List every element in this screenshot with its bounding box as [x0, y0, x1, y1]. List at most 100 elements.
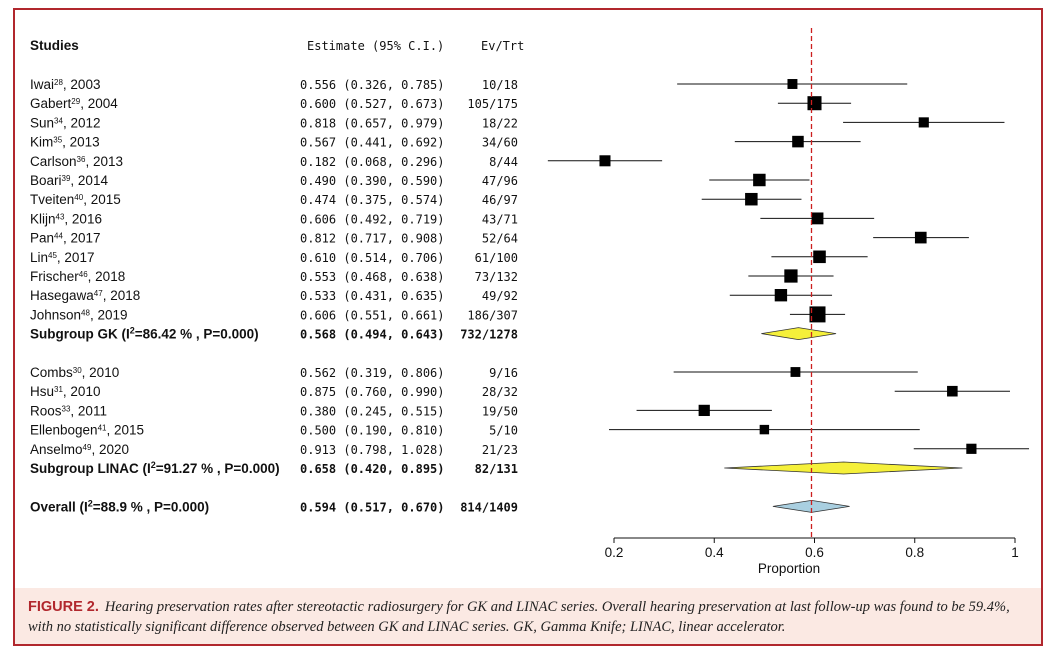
study-label: Hasegawa47, 2018 [30, 288, 140, 303]
study-label: Pan44, 2017 [30, 231, 100, 246]
point-estimate-marker [784, 269, 798, 283]
study-label: Combs30, 2010 [30, 365, 119, 380]
subgroup-label: Subgroup GK (I2=86.42 % , P=0.000) [30, 326, 259, 342]
ev-trt-text: 10/18 [482, 78, 518, 92]
ev-trt-text: 34/60 [482, 136, 518, 150]
study-label: Lin45, 2017 [30, 250, 94, 265]
study-label: Iwai28, 2003 [30, 77, 100, 92]
subgroup-label: Overall (I2=88.9 % , P=0.000) [30, 498, 209, 514]
ev-trt-text: 732/1278 [460, 328, 518, 342]
ev-trt-text: 82/131 [475, 462, 518, 476]
summary-diamond [724, 461, 963, 475]
estimate-ci-text: 0.490 (0.390, 0.590) [300, 174, 445, 188]
estimate-ci-text: 0.875 (0.760, 0.990) [300, 385, 445, 399]
estimate-ci-text: 0.562 (0.319, 0.806) [300, 366, 445, 380]
point-estimate-marker [753, 173, 766, 187]
study-label: Klijn43, 2016 [30, 211, 102, 226]
study-label: Kim35, 2013 [30, 135, 100, 150]
ev-trt-text: 814/1409 [460, 500, 518, 514]
figure-frame [13, 8, 1043, 646]
point-estimate-marker [787, 79, 798, 89]
x-axis: 0.2 0.4 0.6 0.8 1 [605, 28, 1019, 560]
estimate-ci-text: 0.568 (0.494, 0.643) [300, 328, 445, 342]
x-tick-label: 0.8 [905, 545, 924, 560]
study-label: Roos33, 2011 [30, 403, 107, 418]
point-estimate-marker [966, 443, 977, 454]
x-axis-label: Proportion [758, 561, 820, 576]
estimate-ci-text: 0.556 (0.326, 0.785) [300, 78, 445, 92]
point-estimate-marker [698, 404, 710, 417]
header-evtrt: Ev/Trt [481, 39, 524, 53]
point-estimate-marker [759, 424, 770, 435]
study-label: Anselmo49, 2020 [30, 442, 129, 457]
ev-trt-text: 43/71 [482, 212, 518, 226]
estimate-ci-text: 0.658 (0.420, 0.895) [300, 462, 445, 476]
study-label: Ellenbogen41, 2015 [30, 423, 144, 438]
study-label: Johnson48, 2019 [30, 307, 128, 322]
x-tick-label: 0.2 [605, 545, 624, 560]
estimate-ci-text: 0.606 (0.551, 0.661) [300, 308, 445, 322]
x-tick-label: 0.4 [705, 545, 724, 560]
figure-caption: FIGURE 2. Hearing preservation rates afte… [15, 588, 1041, 644]
point-estimate-marker [947, 385, 958, 397]
ev-trt-text: 9/16 [489, 366, 518, 380]
study-label: Carlson36, 2013 [30, 154, 123, 169]
x-tick-label: 1 [1011, 545, 1019, 560]
subgroup-label: Subgroup LINAC (I2=91.27 % , P=0.000) [30, 460, 280, 476]
point-estimate-marker [813, 250, 826, 264]
study-label: Boari39, 2014 [30, 173, 108, 188]
estimate-ci-text: 0.533 (0.431, 0.635) [300, 289, 445, 303]
estimate-ci-text: 0.610 (0.514, 0.706) [300, 251, 445, 265]
study-label: Sun34, 2012 [30, 115, 100, 130]
ev-trt-text: 105/175 [467, 97, 518, 111]
study-label: Frischer46, 2018 [30, 269, 125, 284]
point-estimate-marker [774, 289, 788, 302]
estimate-ci-text: 0.606 (0.492, 0.719) [300, 212, 445, 226]
point-estimate-marker [914, 231, 927, 244]
ev-trt-text: 8/44 [489, 155, 518, 169]
ev-trt-text: 73/132 [475, 270, 518, 284]
estimate-ci-text: 0.600 (0.527, 0.673) [300, 97, 445, 111]
estimate-ci-text: 0.553 (0.468, 0.638) [300, 270, 445, 284]
estimate-ci-text: 0.500 (0.190, 0.810) [300, 424, 445, 438]
summary-diamond [772, 499, 850, 513]
ev-trt-text: 46/97 [482, 193, 518, 207]
estimate-ci-text: 0.182 (0.068, 0.296) [300, 155, 445, 169]
estimate-ci-text: 0.474 (0.375, 0.574) [300, 193, 445, 207]
summary-diamond [761, 327, 837, 341]
ev-trt-text: 49/92 [482, 289, 518, 303]
estimate-ci-text: 0.380 (0.245, 0.515) [300, 404, 445, 418]
study-label: Hsu31, 2010 [30, 384, 100, 399]
ev-trt-text: 18/22 [482, 116, 518, 130]
estimate-ci-text: 0.812 (0.717, 0.908) [300, 232, 445, 246]
point-estimate-marker [599, 155, 611, 167]
ev-trt-text: 5/10 [489, 424, 518, 438]
caption-label: FIGURE 2. [28, 599, 99, 615]
x-tick-label: 0.6 [805, 545, 824, 560]
study-label: Tveiten40, 2015 [30, 192, 121, 207]
ev-trt-text: 47/96 [482, 174, 518, 188]
point-estimate-marker [745, 192, 758, 206]
point-estimate-marker [790, 367, 801, 377]
estimate-ci-text: 0.594 (0.517, 0.670) [300, 500, 445, 514]
ev-trt-text: 28/32 [482, 385, 518, 399]
point-estimate-marker [809, 306, 826, 323]
ev-trt-text: 19/50 [482, 404, 518, 418]
ev-trt-text: 21/23 [482, 443, 518, 457]
study-label: Gabert29, 2004 [30, 96, 118, 111]
ev-trt-text: 52/64 [482, 232, 518, 246]
header-estimate: Estimate (95% C.I.) [307, 39, 444, 53]
estimate-ci-text: 0.567 (0.441, 0.692) [300, 136, 445, 150]
estimate-ci-text: 0.913 (0.798, 1.028) [300, 443, 445, 457]
estimate-ci-text: 0.818 (0.657, 0.979) [300, 116, 445, 130]
forest-rows: Iwai28, 2003 0.556 (0.326, 0.785) 10/18 Gab… [30, 77, 1030, 514]
caption-text: Hearing preservation rates after stereot… [28, 599, 1010, 635]
point-estimate-marker [811, 212, 824, 225]
point-estimate-marker [807, 96, 822, 111]
header-studies: Studies [30, 38, 79, 53]
ev-trt-text: 61/100 [475, 251, 518, 265]
ev-trt-text: 186/307 [467, 308, 518, 322]
point-estimate-marker [792, 135, 804, 148]
point-estimate-marker [918, 117, 929, 128]
